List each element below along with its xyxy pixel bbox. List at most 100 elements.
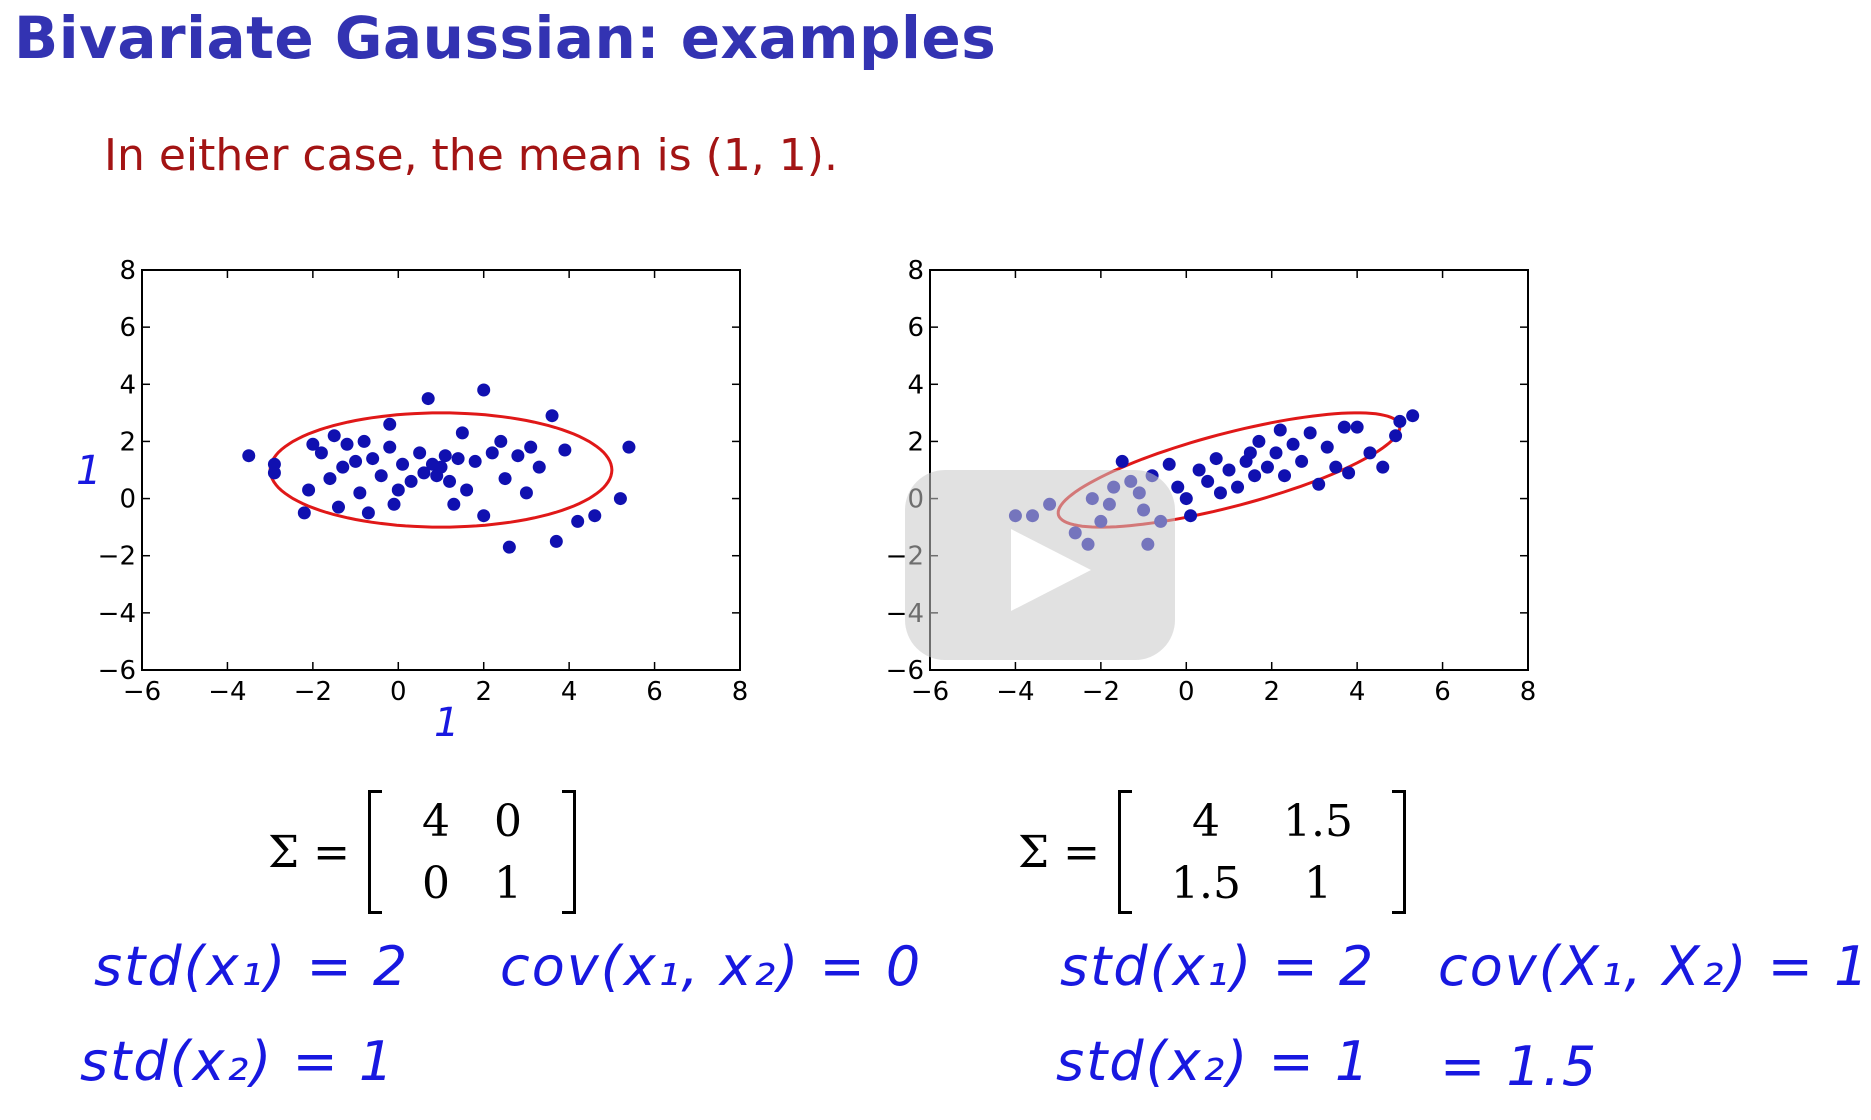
data-point bbox=[349, 454, 363, 468]
data-point bbox=[1179, 492, 1193, 506]
data-point bbox=[383, 417, 397, 431]
data-point bbox=[1184, 509, 1198, 523]
data-point bbox=[374, 469, 388, 483]
data-point bbox=[391, 483, 405, 497]
data-point bbox=[558, 443, 572, 457]
data-point bbox=[421, 392, 435, 406]
data-point bbox=[477, 509, 491, 523]
x-tick-label: 4 bbox=[1349, 677, 1366, 707]
data-point bbox=[1171, 480, 1185, 494]
data-point bbox=[242, 449, 256, 463]
data-point bbox=[1231, 480, 1245, 494]
data-point bbox=[443, 474, 457, 488]
data-point bbox=[1192, 463, 1206, 477]
data-point bbox=[396, 457, 410, 471]
data-point bbox=[468, 454, 482, 468]
y-tick-label: 6 bbox=[119, 313, 136, 343]
data-point bbox=[323, 472, 337, 486]
x-tick-label: 2 bbox=[1263, 677, 1280, 707]
data-point bbox=[1342, 466, 1356, 480]
y-tick-label: 2 bbox=[119, 427, 136, 457]
data-point bbox=[353, 486, 367, 500]
data-point bbox=[1260, 460, 1274, 474]
data-point bbox=[613, 492, 627, 506]
data-point bbox=[588, 509, 602, 523]
handwritten-cov-left: cov(x₁, x₂) = 0 bbox=[500, 935, 923, 998]
data-point bbox=[460, 483, 474, 497]
x-tick-label: 2 bbox=[475, 677, 492, 707]
matrix-cell: 1.5 bbox=[1282, 795, 1353, 847]
data-point bbox=[267, 457, 281, 471]
x-tick-label: 4 bbox=[561, 677, 578, 707]
data-point bbox=[417, 466, 431, 480]
y-tick-label: 4 bbox=[119, 370, 136, 400]
data-point bbox=[314, 446, 328, 460]
matrix-cell: 1 bbox=[1303, 857, 1332, 909]
handwritten-cov-right: cov(X₁, X₂) = 1.5 bbox=[1438, 935, 1871, 998]
covariance-matrix-right: Σ = 4 1.5 1.5 1 bbox=[1018, 790, 1406, 914]
y-tick-label: 8 bbox=[907, 256, 924, 286]
x-tick-label: −6 bbox=[123, 677, 161, 707]
y-tick-label: 6 bbox=[907, 313, 924, 343]
data-point bbox=[532, 460, 546, 474]
x-tick-label: −6 bbox=[911, 677, 949, 707]
data-point bbox=[404, 474, 418, 488]
x-tick-label: 0 bbox=[390, 677, 407, 707]
data-point bbox=[1312, 477, 1326, 491]
bracket-left bbox=[367, 790, 382, 914]
data-point bbox=[361, 506, 375, 520]
x-tick-label: 6 bbox=[646, 677, 663, 707]
data-point bbox=[1209, 452, 1223, 466]
data-point bbox=[1222, 463, 1236, 477]
x-tick-label: −2 bbox=[294, 677, 332, 707]
data-point bbox=[327, 429, 341, 443]
data-point bbox=[434, 460, 448, 474]
matrix-cell: 1 bbox=[493, 857, 522, 909]
data-point bbox=[1320, 440, 1334, 454]
y-tick-label: −4 bbox=[98, 599, 136, 629]
handwritten-one-x-axis: 1 bbox=[434, 700, 462, 746]
data-point bbox=[366, 452, 380, 466]
data-point bbox=[331, 500, 345, 514]
data-point bbox=[387, 497, 401, 511]
handwritten-cov-right-value: = 1.5 bbox=[1440, 1035, 1599, 1098]
x-tick-label: −4 bbox=[996, 677, 1034, 707]
plot-frame bbox=[141, 269, 741, 671]
covariance-matrix-left: Σ = 4 0 0 1 bbox=[268, 790, 576, 914]
handwritten-std-x1-left: std(x₁) = 2 bbox=[94, 935, 410, 998]
data-point bbox=[1115, 454, 1129, 468]
sigma-label: Σ = bbox=[1018, 826, 1100, 878]
video-play-button[interactable] bbox=[905, 470, 1175, 660]
data-point bbox=[1329, 460, 1343, 474]
handwritten-one-y-axis: 1 bbox=[76, 448, 104, 494]
data-point bbox=[622, 440, 636, 454]
data-point bbox=[1393, 414, 1407, 428]
handwritten-std-x1-right: std(x₁) = 2 bbox=[1060, 935, 1376, 998]
data-point bbox=[1295, 454, 1309, 468]
y-tick-label: 4 bbox=[907, 370, 924, 400]
data-point bbox=[485, 446, 499, 460]
x-tick-label: 0 bbox=[1178, 677, 1195, 707]
data-point bbox=[306, 437, 320, 451]
y-tick-label: 0 bbox=[119, 485, 136, 515]
sigma-label: Σ = bbox=[268, 826, 350, 878]
data-point bbox=[1248, 469, 1262, 483]
data-point bbox=[455, 426, 469, 440]
matrix-cell: 4 bbox=[421, 795, 450, 847]
y-tick-label: 2 bbox=[907, 427, 924, 457]
x-tick-label: −4 bbox=[208, 677, 246, 707]
y-tick-label: −6 bbox=[98, 656, 136, 686]
data-point bbox=[545, 409, 559, 423]
bracket-left bbox=[1117, 790, 1132, 914]
scatter-plot-diagonal-covariance: −6 −4 −2 0 2 4 6 8 8 6 4 2 0 −2 −4 −6 bbox=[98, 256, 749, 707]
y-tick-label: 8 bbox=[119, 256, 136, 286]
slide-title: Bivariate Gaussian: examples bbox=[14, 4, 997, 72]
plot-frame bbox=[929, 269, 1529, 671]
data-point bbox=[1337, 420, 1351, 434]
x-tick-label: 6 bbox=[1434, 677, 1451, 707]
data-point bbox=[1273, 423, 1287, 437]
data-point bbox=[1350, 420, 1364, 434]
data-point bbox=[357, 434, 371, 448]
data-point bbox=[340, 437, 354, 451]
data-point bbox=[1389, 429, 1403, 443]
